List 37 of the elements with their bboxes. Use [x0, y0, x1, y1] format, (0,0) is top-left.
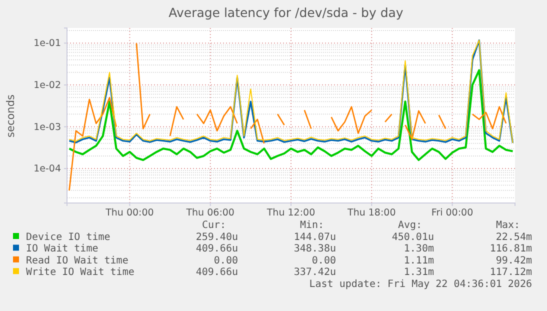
text: 1.30m	[404, 244, 434, 255]
text: 450.01u	[392, 232, 434, 243]
legend-label: Write IO Wait time	[26, 267, 134, 278]
text: 144.07u	[294, 232, 336, 243]
text: 116.81m	[490, 244, 532, 255]
text: 22.54m	[496, 232, 532, 243]
text: Avg:	[398, 220, 422, 231]
text: Max:	[496, 220, 520, 231]
text: 337.42u	[294, 267, 336, 278]
text: 409.66u	[196, 267, 238, 278]
legend-label: Read IO Wait time	[26, 255, 128, 266]
x-tick-label: Thu 12:00	[266, 208, 316, 219]
text: 99.42m	[496, 255, 532, 266]
text: 117.12m	[490, 267, 532, 278]
text: Cur:	[202, 220, 226, 231]
text: 348.38u	[294, 244, 336, 255]
text: 409.66u	[196, 244, 238, 255]
legend-label: IO Wait time	[26, 244, 98, 255]
text: 259.40u	[196, 232, 238, 243]
text: 1.31m	[404, 267, 434, 278]
x-tick-label: Fri 00:00	[431, 208, 474, 219]
legend-label: Device IO time	[26, 232, 110, 243]
y-tick-label: 1e-01	[34, 38, 61, 50]
text: 0.00	[312, 255, 336, 266]
y-tick-label: 1e-02	[34, 80, 61, 91]
x-tick-label: Thu 00:00	[104, 208, 154, 219]
y-axis-title: seconds	[5, 94, 17, 138]
text: Min:	[300, 220, 324, 231]
text: Last update: Fri May 22 04:36:01 2026	[309, 279, 532, 290]
y-tick-label: 1e-04	[34, 164, 61, 175]
x-tick-label: Thu 18:00	[346, 208, 396, 219]
x-tick-label: Thu 06:00	[185, 208, 234, 219]
line-series	[68, 69, 514, 162]
y-tick-label: 1e-03	[34, 122, 61, 133]
chart-title: Average latency for /dev/sda - by day	[168, 5, 404, 20]
text: 0.00	[214, 255, 238, 266]
text: 1.11m	[404, 255, 434, 266]
